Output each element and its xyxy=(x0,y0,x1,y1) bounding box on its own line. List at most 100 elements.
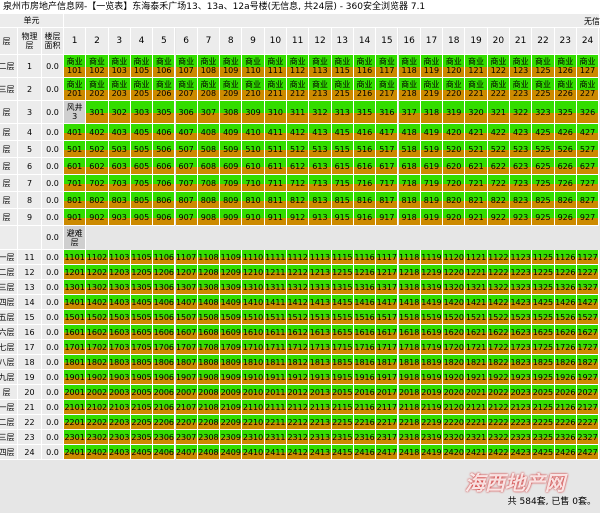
unit-cell: 802 xyxy=(86,192,109,209)
unit-cell: 风井 3 xyxy=(64,101,87,124)
unit-cell: 1710 xyxy=(242,340,265,355)
unit-cell: 1421 xyxy=(465,295,488,310)
unit-cell: 商业 116 xyxy=(353,55,377,78)
unit-cell: 417 xyxy=(376,124,399,141)
unit-cell: 1218 xyxy=(398,265,421,280)
unit-cell: 2210 xyxy=(242,415,265,430)
unit-cell: 426 xyxy=(554,124,577,141)
unit-cell: 商业 203 xyxy=(108,78,131,101)
unit-cell: 1308 xyxy=(197,280,221,295)
unit-cell: 商业 211 xyxy=(264,78,287,101)
unit-cell: 1325 xyxy=(532,280,555,295)
unit-cell: 商业 119 xyxy=(420,55,444,78)
unit-cell: 2405 xyxy=(130,445,154,460)
unit-cell: 1515 xyxy=(331,310,354,325)
unit-cell: 1205 xyxy=(130,265,154,280)
unit-cell: 2121 xyxy=(465,400,488,415)
unit-cell: 2302 xyxy=(86,430,109,445)
column-header: 物理 层 xyxy=(18,28,42,55)
unit-cell: 726 xyxy=(554,175,577,192)
unit-cell: 310 xyxy=(264,101,287,124)
unit-cell: 1427 xyxy=(576,295,600,310)
unit-cell: 516 xyxy=(353,141,377,158)
unit-cell: 319 xyxy=(443,101,466,124)
unit-cell: 1606 xyxy=(153,325,176,340)
unit-cell: 2116 xyxy=(353,400,377,415)
unit-cell: 1410 xyxy=(242,295,265,310)
unit-cell: 1922 xyxy=(487,370,510,385)
floor-area: 0.0 xyxy=(42,226,64,250)
unit-cell: 1108 xyxy=(197,250,221,265)
unit-number: 8 xyxy=(220,28,243,55)
unit-cell: 1625 xyxy=(532,325,555,340)
unit-cell: 1502 xyxy=(86,310,109,325)
floor-area: 0.0 xyxy=(42,101,64,124)
floor-label xyxy=(0,226,18,250)
unit-cell: 720 xyxy=(443,175,466,192)
unit-cell: 405 xyxy=(130,124,154,141)
unit-cell: 商业 219 xyxy=(420,78,444,101)
unit-cell: 601 xyxy=(64,158,87,175)
unit-cell: 301 xyxy=(86,101,109,124)
unit-cell: 1723 xyxy=(510,340,533,355)
floor-area: 0.0 xyxy=(42,280,64,295)
unit-cell: 2211 xyxy=(264,415,287,430)
floor-area: 0.0 xyxy=(42,141,64,158)
unit-cell: 商业 108 xyxy=(197,55,221,78)
unit-cell: 1201 xyxy=(64,265,87,280)
unit-number: 2 xyxy=(86,28,109,55)
unit-cell: 1310 xyxy=(242,280,265,295)
unit-cell: 2216 xyxy=(353,415,377,430)
unit-cell: 512 xyxy=(287,141,310,158)
physical-floor: 14 xyxy=(18,295,42,310)
physical-floor: 17 xyxy=(18,340,42,355)
unit-cell: 2310 xyxy=(242,430,265,445)
unit-cell: 2118 xyxy=(398,400,421,415)
unit-cell: 1808 xyxy=(197,355,221,370)
unit-cell: 商业 220 xyxy=(443,78,466,101)
unit-cell: 1110 xyxy=(242,250,265,265)
unit-cell: 501 xyxy=(64,141,87,158)
unit-cell: 2025 xyxy=(532,385,555,400)
unit-cell: 909 xyxy=(220,209,243,226)
floor-label: 一层 xyxy=(0,250,18,265)
unit-cell: 916 xyxy=(353,209,377,226)
unit-cell: 1223 xyxy=(510,265,533,280)
unit-cell: 1516 xyxy=(353,310,377,325)
unit-cell: 1117 xyxy=(376,250,399,265)
unit-cell: 603 xyxy=(108,158,131,175)
unit-cell: 1816 xyxy=(353,355,377,370)
unit-cell: 2410 xyxy=(242,445,265,460)
unit-cell: 2419 xyxy=(420,445,444,460)
unit-cell: 513 xyxy=(309,141,332,158)
unit-cell: 2301 xyxy=(64,430,87,445)
unit-cell: 2222 xyxy=(487,415,510,430)
unit-cell: 415 xyxy=(331,124,354,141)
floor-label: 六层 xyxy=(0,325,18,340)
unit-cell: 823 xyxy=(510,192,533,209)
unit-cell: 605 xyxy=(130,158,154,175)
unit-cell: 2321 xyxy=(465,430,488,445)
unit-cell: 商业 103 xyxy=(108,55,131,78)
unit-cell: 1322 xyxy=(487,280,510,295)
unit-cell: 2219 xyxy=(420,415,444,430)
physical-floor: 21 xyxy=(18,400,42,415)
unit-cell: 2209 xyxy=(220,415,243,430)
unit-cell: 2422 xyxy=(487,445,510,460)
unit-cell: 商业 221 xyxy=(465,78,488,101)
unit-cell: 921 xyxy=(465,209,488,226)
unit-cell: 1721 xyxy=(465,340,488,355)
unit-cell: 1907 xyxy=(175,370,198,385)
unit-number: 16 xyxy=(398,28,421,55)
unit-cell: 315 xyxy=(353,101,377,124)
unit-cell: 507 xyxy=(175,141,198,158)
unit-cell: 1910 xyxy=(242,370,265,385)
unit-header: 单元 xyxy=(0,14,64,28)
unit-cell: 商业 222 xyxy=(487,78,510,101)
unit-cell: 商业 107 xyxy=(175,55,198,78)
unit-cell: 1501 xyxy=(64,310,87,325)
unit-cell: 2107 xyxy=(175,400,198,415)
unit-cell: 1722 xyxy=(487,340,510,355)
unit-cell: 商业 111 xyxy=(264,55,287,78)
